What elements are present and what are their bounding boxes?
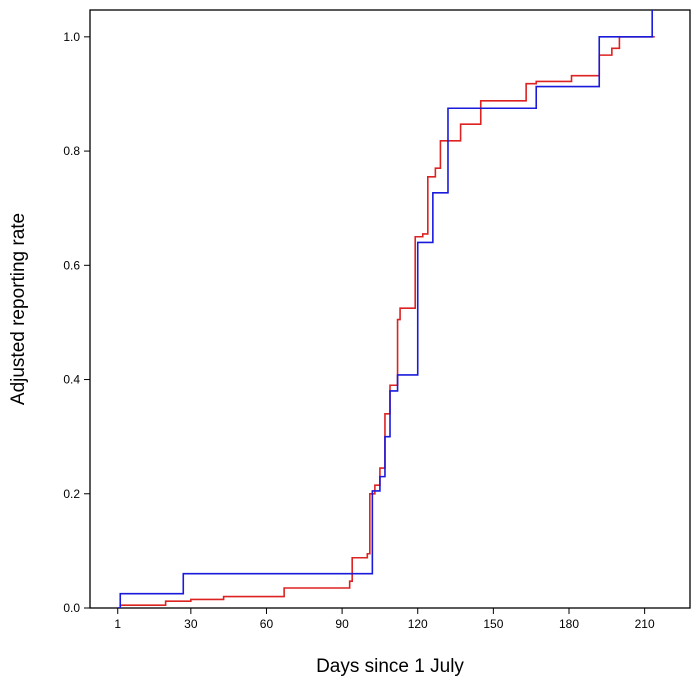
series-line-1 (117, 10, 653, 608)
x-tick-label: 210 (635, 617, 655, 631)
x-tick-label: 30 (184, 617, 198, 631)
plot-frame (89, 9, 691, 609)
y-tick-label: 0.8 (63, 144, 80, 158)
x-tick-label: 120 (408, 617, 428, 631)
y-axis-label: Adjusted reporting rate (8, 213, 29, 405)
x-tick-label: 60 (260, 617, 274, 631)
y-tick-label: 1.0 (63, 30, 80, 44)
x-tick-label: 150 (483, 617, 503, 631)
y-tick-label: 0.6 (63, 258, 80, 272)
y-tick-label: 0.2 (63, 487, 80, 501)
series-line-0 (117, 36, 655, 608)
x-tick-label: 1 (114, 617, 121, 631)
y-tick-label: 0.0 (63, 601, 80, 615)
x-tick-label: 90 (335, 617, 349, 631)
x-tick-label: 180 (559, 617, 579, 631)
x-axis-label: Days since 1 July (316, 656, 464, 677)
y-tick-label: 0.4 (63, 373, 80, 387)
